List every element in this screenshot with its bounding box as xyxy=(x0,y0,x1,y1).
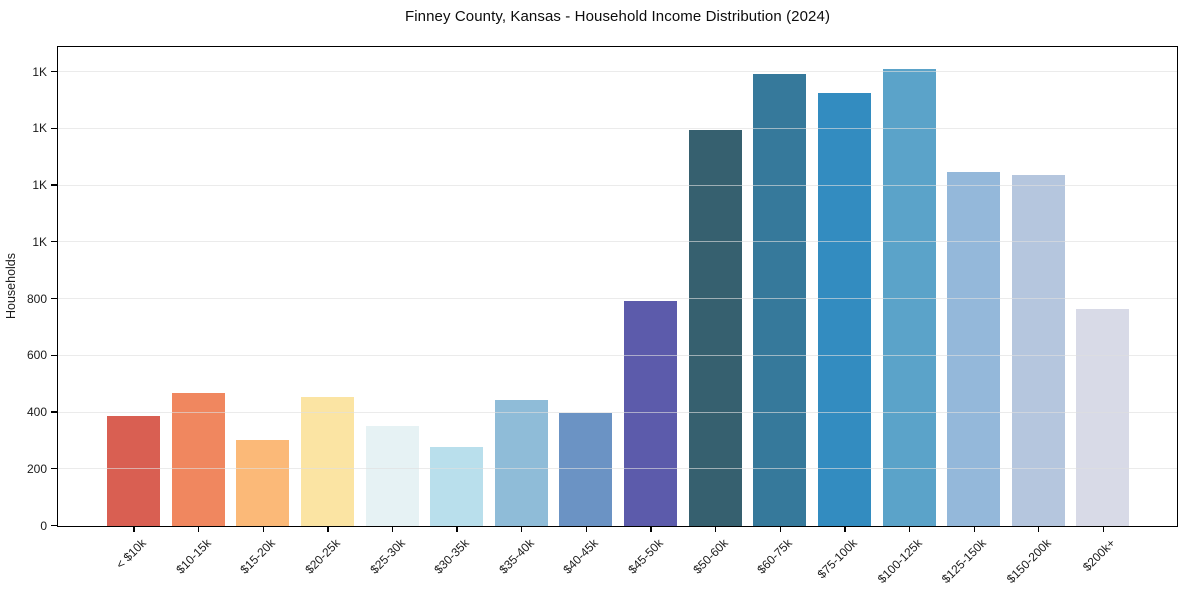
x-tick-label: $20-25k xyxy=(302,535,343,577)
y-tick-label: 200 xyxy=(26,461,47,476)
bar-< $10k xyxy=(107,416,160,526)
y-tick-mark xyxy=(51,184,57,186)
x-tick-label: $40-45k xyxy=(560,535,602,577)
bar-$60-75k xyxy=(753,74,807,526)
x-tick-mark xyxy=(391,525,394,532)
x-tick-label: $15-20k xyxy=(237,535,279,577)
gridline-1400 xyxy=(58,127,1177,129)
y-tick-label: 1K xyxy=(32,178,47,193)
x-tick-mark xyxy=(908,525,911,532)
y-tick-label: 1K xyxy=(32,234,47,249)
y-tick-label: 800 xyxy=(26,291,47,306)
y-tick-mark xyxy=(51,354,57,356)
bar-$35-40k xyxy=(494,399,548,526)
bar-$125-150k xyxy=(947,172,1001,526)
bar-$30-35k xyxy=(430,447,484,526)
x-tick-mark xyxy=(779,525,781,532)
gridline-1600 xyxy=(58,71,1177,73)
bar-$20-25k xyxy=(300,397,354,526)
bar-$15-20k xyxy=(236,440,290,526)
y-tick-mark xyxy=(51,241,57,243)
y-axis-label: Households xyxy=(4,252,18,320)
x-tick-label: $60-75k xyxy=(754,535,796,577)
bar-$10-15k xyxy=(171,393,225,526)
y-tick-mark xyxy=(51,411,57,413)
x-tick-label: $50-60k xyxy=(690,535,731,577)
x-tick-label: $75-100k xyxy=(814,535,860,581)
gridline-600 xyxy=(58,354,1177,356)
y-tick-label: 400 xyxy=(26,405,47,419)
gridline-400 xyxy=(58,411,1177,413)
x-tick-mark xyxy=(650,525,652,532)
y-tick-label: 600 xyxy=(26,348,47,363)
y-tick-mark xyxy=(51,524,57,527)
x-tick-mark xyxy=(262,525,264,532)
gridline-800 xyxy=(58,298,1177,300)
bar-$75-100k xyxy=(817,92,871,526)
x-tick-label: $35-40k xyxy=(496,535,537,577)
x-tick-mark xyxy=(585,525,588,532)
gridline-1000 xyxy=(58,241,1177,243)
plot-area xyxy=(57,46,1178,527)
x-tick-label: $25-30k xyxy=(366,535,408,577)
x-tick-mark xyxy=(456,525,458,532)
bar-$200k+ xyxy=(1076,309,1130,526)
x-tick-label: < $10k xyxy=(113,535,149,572)
bar-$45-50k xyxy=(624,301,678,526)
x-tick-mark xyxy=(1102,525,1105,532)
x-tick-label: $150-200k xyxy=(1003,535,1054,586)
x-tick-mark xyxy=(197,525,200,532)
y-tick-mark xyxy=(51,70,57,73)
x-tick-mark xyxy=(844,525,846,532)
gridline-200 xyxy=(58,468,1177,470)
x-tick-mark xyxy=(133,525,135,532)
x-tick-mark xyxy=(715,525,717,532)
x-tick-label: $45-50k xyxy=(625,535,666,577)
chart-title: Finney County, Kansas - Household Income… xyxy=(404,8,831,25)
x-tick-label: $30-35k xyxy=(431,535,472,577)
x-tick-mark xyxy=(521,525,523,532)
bar-$25-30k xyxy=(365,426,419,526)
bar-$100-125k xyxy=(882,69,936,526)
x-tick-label: $100-125k xyxy=(874,535,925,586)
x-tick-label: $200k+ xyxy=(1080,535,1119,574)
y-tick-mark xyxy=(51,468,57,470)
x-tick-label: $10-15k xyxy=(172,535,214,577)
x-tick-mark xyxy=(327,525,329,532)
bar-$150-200k xyxy=(1011,174,1065,526)
x-tick-label: $125-150k xyxy=(939,535,990,586)
gridline-1200 xyxy=(58,184,1177,186)
y-tick-mark xyxy=(51,297,57,300)
y-tick-label: 1K xyxy=(32,64,47,79)
y-tick-label: 1K xyxy=(32,121,47,136)
y-tick-mark xyxy=(51,127,57,129)
y-tick-label: 0 xyxy=(40,518,47,533)
x-tick-mark xyxy=(1038,525,1040,532)
x-tick-mark xyxy=(973,525,975,532)
bar-$50-60k xyxy=(688,130,742,526)
bar-$40-45k xyxy=(559,412,613,526)
